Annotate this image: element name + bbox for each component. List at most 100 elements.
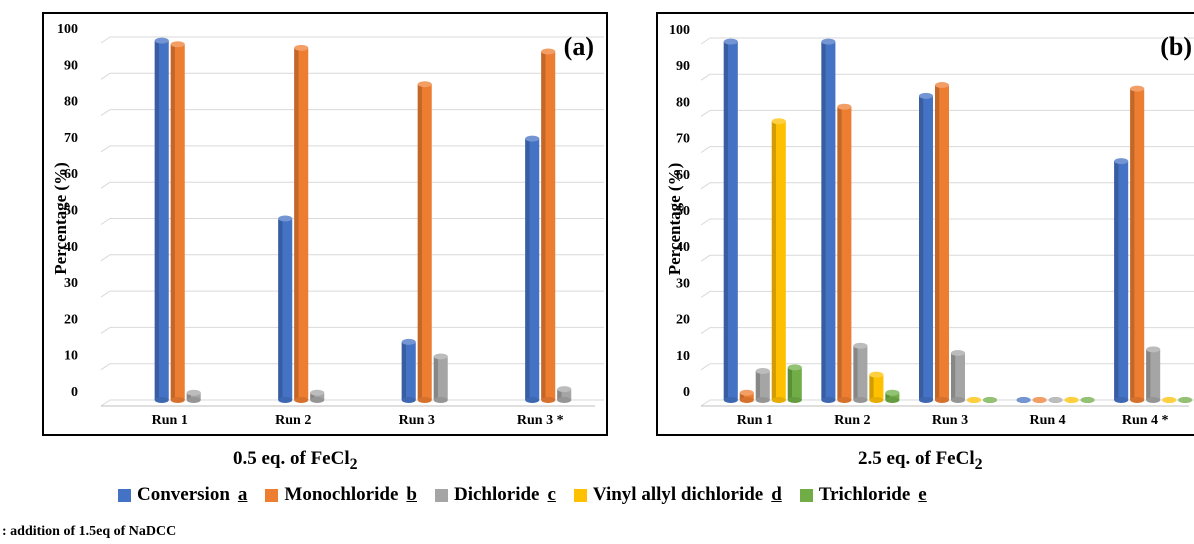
y-tick-label: 30: [676, 276, 690, 291]
bar-base: [771, 397, 786, 403]
bar-base: [525, 397, 540, 403]
bar: [1032, 397, 1047, 403]
gridline-depth: [700, 73, 711, 81]
bar-shade: [154, 40, 159, 400]
gridline-depth: [700, 327, 711, 335]
gridline-depth: [700, 109, 711, 117]
x-tick-label: Run 3: [932, 413, 968, 428]
bar-base: [935, 397, 949, 403]
bar-base: [170, 397, 185, 403]
bar: [186, 389, 201, 403]
bar-top: [1032, 397, 1047, 403]
bar-shade: [821, 41, 826, 401]
bar: [294, 44, 309, 403]
legend-letter: d: [771, 484, 782, 505]
y-tick-label: 90: [64, 58, 78, 73]
bar: [755, 368, 770, 403]
bar-top: [417, 81, 432, 88]
bar-top: [1178, 397, 1193, 403]
bar-shade: [853, 345, 858, 400]
bar: [1162, 397, 1177, 403]
bar-top: [723, 38, 738, 45]
y-tick-label: 80: [676, 95, 690, 110]
y-tick-label: 40: [64, 240, 78, 255]
gridline-depth: [100, 181, 111, 189]
bar: [433, 353, 448, 403]
x-tick-label: Run 1: [737, 413, 773, 428]
bar-shade: [869, 374, 874, 400]
bar-top: [771, 118, 786, 125]
gridline-depth: [700, 399, 711, 407]
bar-body: [885, 392, 900, 400]
legend-swatch-trichloride: [799, 488, 813, 502]
y-tick-label: 10: [64, 349, 78, 364]
gridline-depth: [100, 363, 111, 371]
panel-label: (b): [1160, 32, 1192, 61]
x-tick-label: Run 4: [1030, 413, 1066, 428]
gridline-depth: [700, 37, 711, 45]
bar-shade: [885, 392, 890, 400]
bar-base: [1146, 397, 1161, 403]
y-tick-label: 30: [64, 276, 78, 291]
bar-base: [294, 397, 309, 403]
gridline-depth: [100, 290, 111, 298]
bar-body: [186, 392, 201, 400]
bar-base: [310, 397, 325, 403]
bar: [1178, 397, 1193, 403]
bar-base: [417, 397, 432, 403]
x-tick-label: Run 3: [399, 413, 435, 428]
bar-top: [853, 342, 868, 349]
bar: [919, 92, 933, 403]
chart-b-title: 2.5 eq. of FeCl2: [858, 448, 983, 473]
bar: [541, 48, 556, 403]
bar-top: [869, 371, 884, 378]
bar: [869, 371, 884, 403]
bar-shade: [525, 138, 530, 400]
bar-body: [310, 392, 325, 400]
legend-letter: b: [406, 484, 417, 505]
bar: [739, 389, 754, 403]
bar-shade: [170, 44, 175, 400]
x-tick-label: Run 2: [275, 413, 311, 428]
bar-shade: [1114, 161, 1119, 400]
bar-base: [723, 397, 738, 403]
y-tick-label: 40: [676, 240, 690, 255]
gridline-depth: [700, 290, 711, 298]
gridline-depth: [100, 218, 111, 225]
bar-top: [755, 368, 770, 375]
bar-shade: [186, 392, 191, 400]
gridline-depth: [100, 109, 111, 117]
bar: [1080, 397, 1095, 403]
bar-top: [1130, 85, 1145, 92]
bar: [417, 81, 432, 403]
bar-base: [869, 397, 884, 403]
bar-shade: [417, 84, 422, 400]
legend-letter: c: [547, 484, 556, 505]
bar-shade: [919, 95, 924, 401]
bar-base: [557, 397, 572, 403]
bar-top: [1064, 397, 1079, 403]
bar-top: [885, 389, 900, 396]
bar-top: [1048, 397, 1063, 403]
bar: [821, 38, 836, 403]
bar-top: [983, 397, 997, 403]
bar-top: [310, 389, 325, 396]
bar-top: [787, 364, 802, 371]
bar: [310, 389, 325, 403]
y-tick-label: 0: [683, 385, 690, 400]
bar-base: [1130, 397, 1145, 403]
x-tick-label: Run 3 *: [517, 413, 564, 428]
legend-label: Dichloride: [453, 484, 540, 505]
y-tick-label: 100: [669, 23, 690, 38]
bar: [1064, 397, 1079, 403]
bar-base: [755, 397, 770, 403]
bar-shade: [294, 47, 299, 400]
bar-top: [557, 386, 572, 393]
bar-top: [186, 389, 201, 396]
bar: [1114, 158, 1129, 403]
gridline-depth: [100, 254, 111, 262]
bar-top: [967, 397, 981, 403]
bar: [853, 342, 868, 403]
bar-base: [278, 397, 293, 403]
bar-shade: [278, 218, 283, 400]
